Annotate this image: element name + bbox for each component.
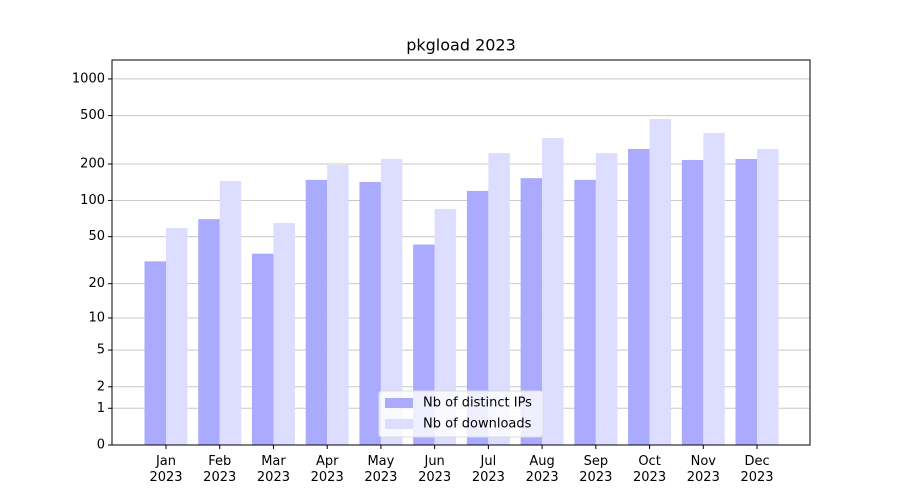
y-tick-label: 0: [97, 438, 105, 453]
x-tick-label: Aug 2023: [526, 454, 559, 485]
bar: [198, 219, 220, 445]
x-tick-label: Dec 2023: [740, 454, 773, 485]
legend-label: Nb of downloads: [423, 417, 532, 432]
bar: [681, 159, 704, 445]
bar: [327, 165, 349, 446]
y-tick-label: 1000: [72, 71, 105, 86]
x-tick-label: May 2023: [364, 454, 397, 485]
bar: [757, 148, 779, 445]
y-tick-label: 5: [97, 343, 105, 358]
y-tick-label: 200: [80, 157, 105, 172]
x-tick-label: Mar 2023: [257, 454, 290, 485]
bar: [735, 158, 758, 445]
bar: [595, 153, 618, 445]
legend-label: Nb of distinct IPs: [423, 396, 532, 411]
bar: [574, 179, 596, 445]
x-tick-label: Jun 2023: [418, 454, 451, 485]
x-tick-label: Jul 2023: [472, 454, 505, 485]
bar: [628, 148, 650, 445]
y-tick-label: 1: [97, 401, 105, 416]
bar: [273, 223, 295, 445]
y-tick-label: 100: [80, 193, 105, 208]
legend: Nb of distinct IPs Nb of downloads: [378, 390, 544, 438]
bar: [166, 228, 188, 445]
bar: [251, 253, 274, 445]
x-tick-label: Sep 2023: [579, 454, 612, 485]
bar: [380, 158, 403, 445]
bar: [144, 261, 166, 445]
legend-box: [378, 390, 544, 438]
bar: [359, 182, 381, 445]
x-tick-label: Feb 2023: [203, 454, 236, 485]
y-tick-label: 20: [88, 276, 105, 291]
legend-swatch: [385, 419, 413, 429]
bar: [488, 153, 510, 445]
y-tick-label: 500: [80, 108, 105, 123]
y-tick-label: 2: [97, 379, 105, 394]
plot-frame: [111, 59, 811, 446]
x-tick-label: Apr 2023: [311, 454, 344, 485]
y-tick-label: 50: [88, 229, 105, 244]
bar: [542, 138, 564, 446]
x-tick-label: Oct 2023: [633, 454, 666, 485]
bar: [434, 208, 457, 445]
x-tick-label: Jan 2023: [149, 454, 182, 485]
bar: [219, 180, 242, 446]
chart-title: pkgload 2023: [406, 36, 516, 55]
y-tick-label: 10: [88, 310, 105, 325]
bar: [466, 190, 489, 445]
bar: [649, 118, 672, 445]
x-tick-label: Nov 2023: [687, 454, 720, 485]
bar: [520, 178, 543, 445]
bar: [703, 132, 725, 445]
bar: [305, 179, 328, 445]
legend-swatch: [385, 398, 413, 408]
